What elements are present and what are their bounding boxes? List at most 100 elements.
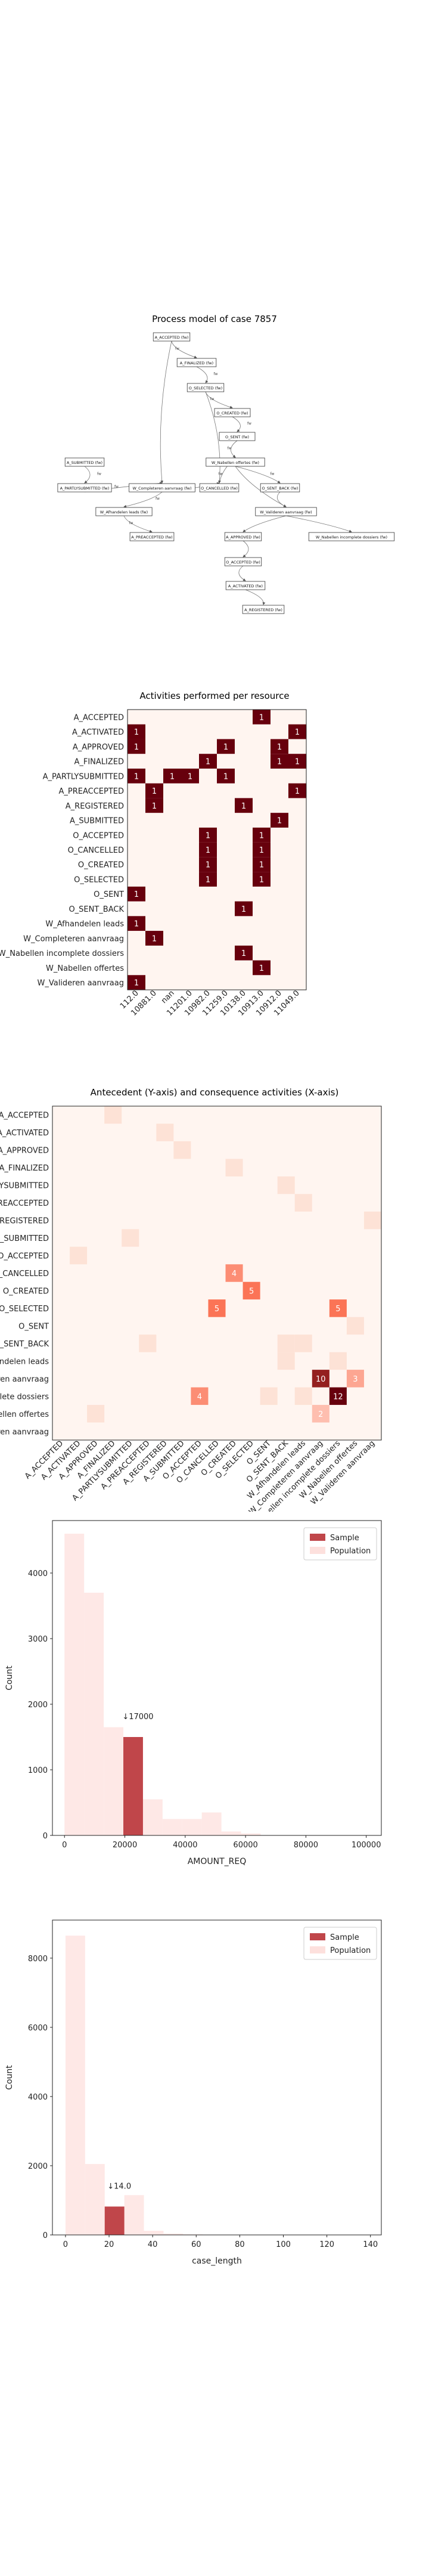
- process-node: [64, 457, 105, 467]
- process-node-label: O_SENT_BACK (fw): [262, 486, 299, 491]
- heatmap-cell-value: 1: [295, 787, 300, 796]
- heatmap-cell: [363, 1211, 381, 1230]
- heatmap-cell: [294, 1335, 312, 1352]
- heatmap-cell-value: 2: [318, 1410, 323, 1419]
- edge-label: fw: [214, 372, 218, 376]
- edge-label: fw: [247, 422, 251, 426]
- heatmap-row-label: W_Valideren aanvraag: [37, 979, 124, 988]
- heatmap-cell-value: 5: [335, 1305, 340, 1314]
- edge-label: fw: [271, 472, 275, 476]
- heatmap-cell: [271, 813, 288, 828]
- amount-ytick-label: 3000: [28, 1635, 48, 1644]
- heatmap-cell: [277, 1335, 295, 1352]
- heatmap-cell-value: 10: [316, 1375, 326, 1384]
- heatmap-cell: [145, 783, 163, 798]
- process-node: [57, 483, 112, 493]
- process-node: [153, 332, 191, 342]
- amount-xtick-label: 60000: [233, 1841, 257, 1850]
- heatmap-cell: [128, 975, 145, 990]
- process-edge: [238, 565, 246, 581]
- heatmap-cell-value: 1: [277, 743, 282, 752]
- process-node-label: A_FINALIZED (fw): [180, 361, 213, 366]
- length-xtick-label: 60: [191, 2240, 201, 2249]
- antecedent-heatmap-panel: Antecedent (Y-axis) and consequence acti…: [0, 1082, 429, 1534]
- heatmap-cell-value: 1: [295, 758, 300, 767]
- heatmap-row-label: A_FINALIZED: [74, 758, 124, 767]
- process-edge: [160, 340, 172, 484]
- heatmap-cell-value: 1: [152, 802, 157, 811]
- heatmap-row-label: A_FINALIZED: [0, 1164, 49, 1173]
- length-ytick-label: 4000: [28, 2093, 48, 2102]
- heatmap-cell-value: 1: [170, 772, 175, 781]
- process-node: [224, 532, 262, 541]
- length-legend-swatch: [310, 1946, 325, 1953]
- length-ytick-label: 8000: [28, 1955, 48, 1964]
- heatmap-row-label: O_ACCEPTED: [73, 831, 124, 840]
- heatmap-cell: [253, 827, 271, 843]
- length-histogram-panel: ↓14.0 0 20 40 60 80 100 120 140 0 2000 4000 6000 8000…: [0, 1902, 429, 2290]
- process-node: [176, 358, 217, 367]
- process-node: [260, 483, 300, 493]
- heatmap-cell-value: 1: [223, 772, 228, 781]
- process-node-label: O_ACCEPTED (fw): [226, 560, 260, 565]
- length-xtick-label: 20: [104, 2240, 114, 2249]
- heatmap-row-label: O_CANCELLED: [0, 1270, 49, 1278]
- heatmap-cell: [173, 1141, 191, 1159]
- amount-ylabel: Count: [5, 1665, 14, 1690]
- process-edge: [231, 440, 238, 458]
- length-ytick-label: 6000: [28, 2024, 48, 2033]
- process-model-diagram: Process model of case 7857 fw fw fw fw fw fw f…: [57, 314, 395, 614]
- heatmap-cell: [128, 886, 145, 902]
- amount-xtick-label: 40000: [173, 1841, 197, 1850]
- process-node: [206, 457, 265, 467]
- length-population-bar: [85, 2164, 105, 2235]
- amount-legend-swatch: [310, 1534, 325, 1541]
- heatmap-row-label: W_Valideren aanvraag: [0, 1428, 49, 1436]
- heatmap-cell: [312, 1405, 329, 1423]
- length-marker-label: ↓14.0: [107, 2182, 131, 2191]
- process-node-label: W_Completeren aanvraag (fw): [132, 486, 191, 491]
- heatmap-row-label: A_REGISTERED: [0, 1217, 49, 1226]
- amount-sample-bar: [123, 1737, 143, 1835]
- heatmap-row-label: W_Afhandelen leads: [45, 920, 124, 929]
- process-edge: [123, 515, 153, 533]
- heatmap-cell: [128, 739, 145, 754]
- heatmap-cell: [156, 1123, 174, 1141]
- process-node-label: A_ACCEPTED (fw): [155, 335, 189, 340]
- edge-label: fw: [219, 472, 223, 476]
- process-edge: [171, 340, 197, 358]
- process-node: [219, 432, 256, 441]
- heatmap-cell: [312, 1370, 329, 1388]
- heatmap-cell: [199, 754, 217, 769]
- heatmap-cell: [217, 739, 235, 754]
- heatmap-cell-value: 1: [241, 802, 246, 811]
- antecedent-heatmap-frame: [52, 1106, 382, 1441]
- edge-label: fw: [129, 521, 133, 525]
- process-node-label: W_Valideren aanvraag (fw): [260, 510, 312, 515]
- heatmap-cell: [235, 901, 253, 917]
- amount-population-bar: [182, 1819, 202, 1835]
- process-node-label: W_Nabellen offertes (fw): [212, 460, 259, 465]
- process-edge: [245, 589, 266, 605]
- heatmap-cell: [199, 827, 217, 843]
- heatmap-cell: [329, 1352, 347, 1370]
- heatmap-cell: [217, 768, 235, 784]
- heatmap-cell: [271, 754, 288, 769]
- process-node: [242, 605, 285, 614]
- heatmap-row-label: O_CREATED: [3, 1287, 49, 1296]
- process-node-label: A_PREACCEPTED (fw): [131, 535, 172, 540]
- process-edge: [123, 491, 163, 508]
- process-node: [224, 557, 262, 566]
- length-sample-bar: [104, 2206, 125, 2235]
- length-ytick-label: 2000: [28, 2162, 48, 2171]
- heatmap-cell-value: 1: [152, 787, 157, 796]
- heatmap-row-label: W_Nabellen incomplete dossiers: [0, 1392, 49, 1401]
- length-xlabel: case_length: [192, 2256, 242, 2266]
- process-node-label: W_Nabellen incomplete dossiers (fw): [316, 535, 387, 540]
- process-edge: [285, 515, 352, 532]
- heatmap-cell: [235, 945, 253, 961]
- heatmap-row-label: A_ACTIVATED: [72, 728, 124, 737]
- amount-population-bar: [162, 1819, 182, 1835]
- heatmap-row-label: A_SUBMITTED: [0, 1234, 49, 1243]
- length-legend-swatch: [310, 1933, 325, 1940]
